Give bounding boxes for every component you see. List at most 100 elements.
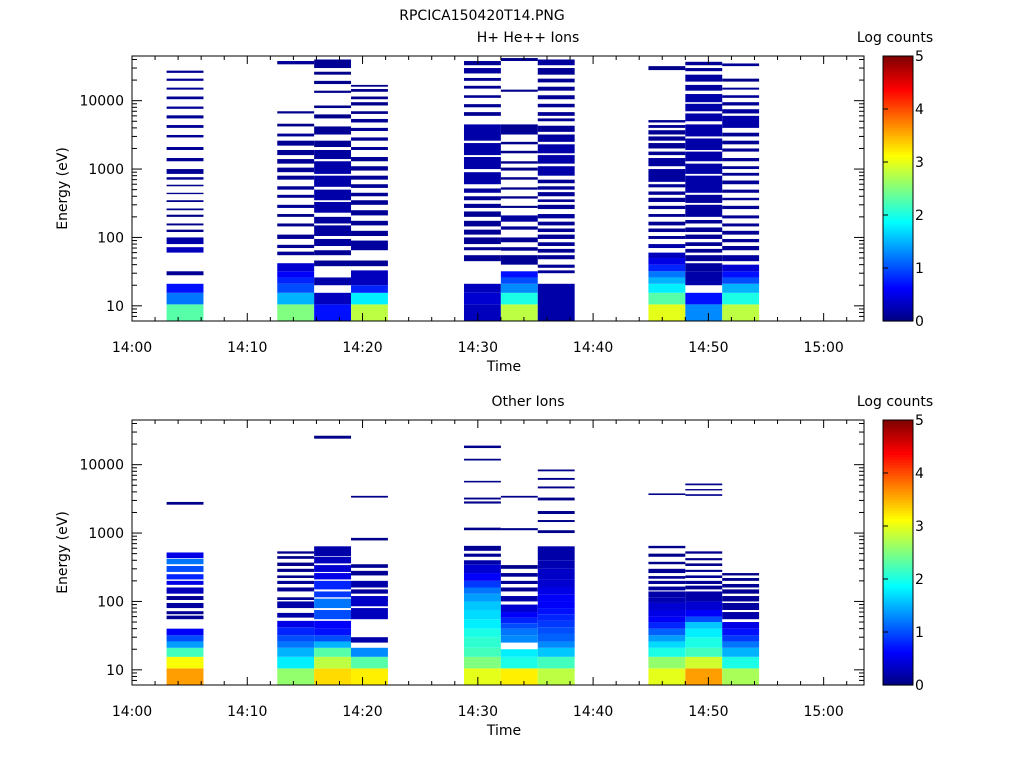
spectrogram-cell: [314, 201, 352, 213]
spectrogram-cell: [351, 200, 388, 205]
colorbar-step: [883, 602, 913, 607]
spectrogram-cell: [166, 602, 204, 609]
colorbar-step: [883, 199, 913, 203]
spectrogram-cell: [722, 223, 760, 227]
spectrogram-cell: [277, 263, 315, 272]
spectrogram-cell: [648, 258, 686, 265]
spectrogram-cell: [537, 620, 575, 628]
colorbar-step: [883, 465, 913, 469]
x-tick-label: 14:30: [458, 340, 498, 356]
spectrogram-cell: [314, 598, 352, 609]
spectrogram-cell: [314, 628, 352, 636]
colorbar-step: [883, 138, 913, 142]
spectrogram-cell: [314, 573, 352, 580]
spectrogram-cell: [166, 596, 204, 600]
colorbar-step: [883, 449, 913, 453]
colorbar-step: [883, 204, 913, 208]
spectrogram-cell: [722, 172, 760, 176]
spectrogram-cell: [537, 594, 575, 602]
spectrogram-cell: [277, 556, 315, 559]
colorbar-step: [883, 220, 913, 224]
spectrogram-cell: [648, 622, 686, 629]
colorbar-step: [883, 310, 913, 314]
colorbar-step: [883, 228, 913, 232]
spectrogram-cell: [463, 445, 501, 449]
colorbar-step: [883, 238, 913, 243]
spectrogram-cell: [166, 70, 204, 73]
colorbar-step: [883, 528, 913, 532]
spectrogram-cell: [722, 140, 760, 145]
colorbar-step: [883, 299, 913, 304]
colorbar-step: [883, 180, 913, 184]
spectrogram-cell: [314, 668, 352, 685]
colorbar-step: [883, 159, 913, 163]
spectrogram-cell: [722, 238, 760, 243]
spectrogram-cell: [648, 228, 686, 233]
spectrogram-cell: [500, 649, 538, 657]
spectrogram-cell: [537, 641, 575, 648]
figure-title: RPCICA150420T14.PNG: [399, 8, 564, 24]
spectrogram-cell: [351, 111, 388, 114]
spectrogram-cell: [500, 167, 538, 171]
spectrogram-cell: [351, 210, 388, 216]
spectrogram-cell: [277, 111, 315, 114]
spectrogram-cell: [277, 612, 315, 618]
spectrogram-cell: [648, 561, 686, 565]
spectrogram-cell: [351, 656, 388, 669]
spectrogram-cell: [648, 264, 686, 272]
y-tick-label: 10000: [79, 94, 124, 110]
spectrogram-cell: [351, 537, 388, 541]
colorbar-step: [883, 478, 913, 482]
spectrogram-cell: [685, 227, 723, 233]
spectrogram-cell: [648, 493, 686, 496]
colorbar-step: [883, 236, 913, 240]
spectrogram-cell: [166, 304, 204, 321]
spectrogram-cell: [648, 602, 686, 610]
spectrogram-cell: [166, 177, 204, 180]
spectrogram-cell: [537, 95, 575, 100]
colorbar-step: [883, 637, 913, 641]
colorbar-tick-label: 5: [915, 49, 924, 65]
colorbar-step: [883, 573, 913, 577]
spectrogram-cell: [722, 277, 760, 284]
colorbar-step: [883, 462, 913, 466]
spectrogram-cell: [648, 151, 686, 156]
spectrogram-cell: [722, 95, 760, 98]
x-tick-label: 15:00: [803, 340, 843, 356]
spectrogram-cell: [277, 149, 315, 156]
spectrogram-cell: [537, 560, 575, 569]
spectrogram-cell: [685, 637, 723, 648]
x-tick-label: 14:50: [688, 704, 728, 720]
spectrogram-cell: [277, 601, 315, 609]
colorbar-step: [883, 624, 913, 628]
spectrogram-cell: [166, 574, 204, 580]
colorbar-step: [883, 140, 913, 145]
spectrogram-cell: [722, 304, 760, 321]
spectrogram-cell: [500, 596, 538, 602]
spectrogram-cell: [166, 115, 204, 119]
colorbar-step: [883, 207, 913, 211]
spectrogram-cells: [166, 58, 760, 321]
spectrogram-cell: [648, 616, 686, 623]
spectrogram-cell: [500, 573, 538, 577]
spectrogram-cell: [685, 622, 723, 629]
colorbar-tick-label: 2: [915, 572, 924, 588]
colorbar-step: [883, 302, 913, 306]
spectrogram-cell: [537, 520, 575, 523]
colorbar-step: [883, 82, 913, 86]
colorbar-step: [883, 610, 913, 615]
colorbar-step: [883, 191, 913, 195]
colorbar-step: [883, 135, 913, 139]
spectrogram-cell: [500, 292, 538, 305]
spectrogram-cell: [463, 609, 501, 620]
spectrogram-cell: [537, 530, 575, 534]
colorbar-step: [883, 315, 913, 319]
colorbar-tick-label: 0: [915, 314, 924, 330]
spectrogram-cell: [277, 214, 315, 217]
spectrogram-cell: [537, 633, 575, 642]
spectrogram-cell: [722, 668, 760, 685]
spectrogram-cell: [166, 237, 204, 245]
spectrogram-cell: [166, 558, 204, 565]
colorbar-step: [883, 156, 913, 160]
colorbar-step: [883, 433, 913, 437]
